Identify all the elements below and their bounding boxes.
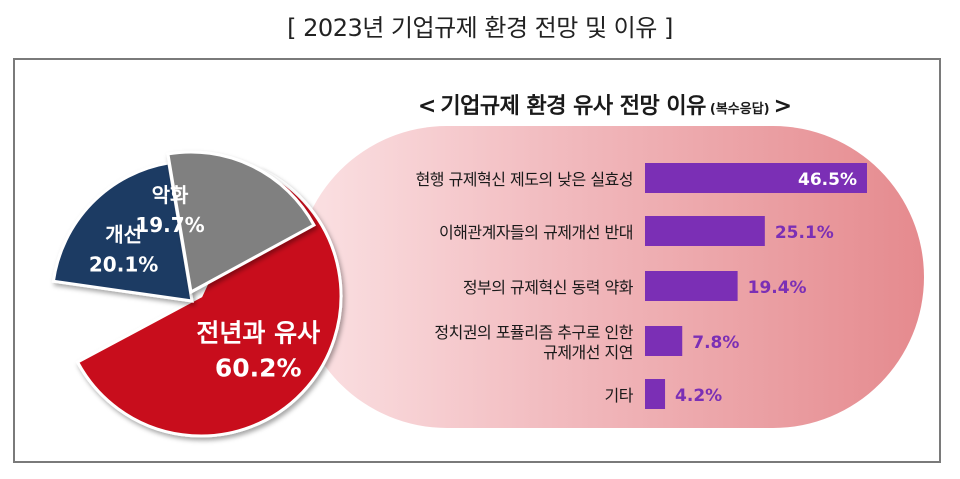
bar-value-label: 25.1% xyxy=(775,223,834,243)
bar-category-label: 이해관계자들의 규제개선 반대 xyxy=(439,223,633,242)
bar-category-label: 기타 xyxy=(605,386,634,405)
title-bracket-left: < xyxy=(417,94,437,119)
page-title: [ 2023년 기업규제 환경 전망 및 이유 ] xyxy=(287,14,673,42)
pie-slice-label: 악화 xyxy=(152,183,189,207)
pie-slice-label: 전년과 유사 xyxy=(196,319,320,348)
bar xyxy=(645,271,738,301)
pie-slice-label: 개선 xyxy=(105,223,142,247)
bar-value-label: 7.8% xyxy=(692,333,739,353)
bar-chart-title: < 기업규제 환경 유사 전망 이유 (복수응답) > xyxy=(375,88,835,122)
title-bracket-right: > xyxy=(773,94,793,119)
bar-value-label: 4.2% xyxy=(675,386,722,406)
bar-chart-title-note: (복수응답) xyxy=(709,102,770,117)
bar xyxy=(645,379,666,409)
bar-value-label: 46.5% xyxy=(798,170,857,190)
bar xyxy=(645,216,765,246)
bar-chart-title-text: 기업규제 환경 유사 전망 이유 xyxy=(440,94,706,119)
bar-value-label: 19.4% xyxy=(748,278,807,298)
pie-slice xyxy=(166,150,316,295)
bar-category-label: 정부의 규제혁신 동력 약화 xyxy=(463,278,634,297)
bar xyxy=(645,163,867,193)
pie-slice xyxy=(51,161,194,303)
pie-slice-value: 20.1% xyxy=(89,253,158,277)
bar-category-label: 현행 규제혁신 제도의 낮은 실효성 xyxy=(416,170,633,189)
bar xyxy=(645,326,683,356)
pie-slice-value: 60.2% xyxy=(215,354,302,383)
bar-category-label: 정치권의 포퓰리즘 추구로 인한 xyxy=(434,323,633,342)
pie-slice-value: 19.7% xyxy=(135,213,204,237)
bar-category-label: 규제개선 지연 xyxy=(543,343,633,362)
